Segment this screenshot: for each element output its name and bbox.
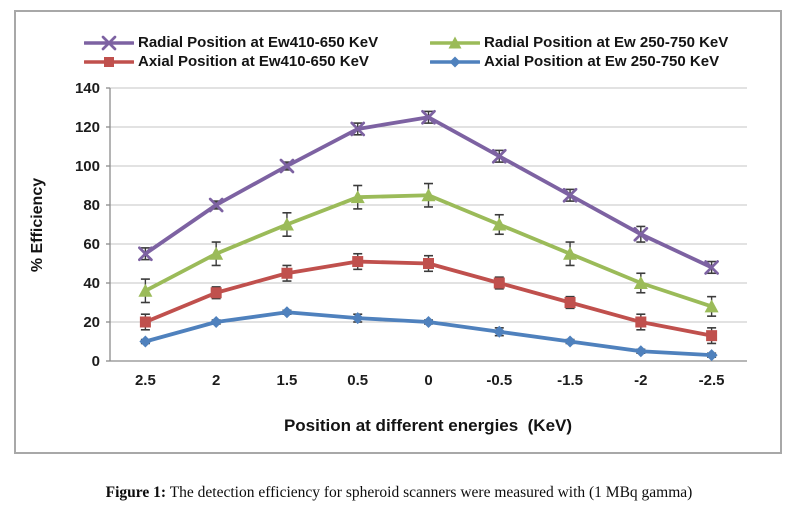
- marker-triangle: [704, 299, 719, 313]
- x-tick-label: 0: [424, 372, 432, 389]
- y-tick-label: 120: [75, 119, 100, 136]
- marker-x: [562, 187, 578, 203]
- marker-diamond: [139, 335, 152, 348]
- marker-square: [635, 316, 647, 328]
- series-triangle: [138, 182, 719, 317]
- y-tick-label: 0: [92, 353, 100, 370]
- x-tick-label: 1.5: [277, 372, 298, 389]
- figure-caption-label: Figure 1:: [105, 484, 167, 501]
- marker-x: [138, 246, 153, 262]
- marker-square: [423, 258, 434, 269]
- marker-diamond: [634, 345, 647, 358]
- marker-triangle: [209, 246, 224, 260]
- marker-triangle: [492, 217, 507, 231]
- marker-x: [633, 226, 649, 242]
- series-diamond: [139, 306, 718, 362]
- chart-legend: Radial Position at Ew410-650 KeV Radial P…: [84, 34, 728, 70]
- marker-triangle: [448, 36, 462, 49]
- marker-diamond: [705, 349, 718, 362]
- series-x: [138, 109, 719, 275]
- marker-square: [139, 316, 151, 328]
- figure-caption: Figure 1: The detection efficiency for s…: [0, 484, 798, 502]
- marker-diamond: [564, 335, 577, 348]
- marker-square: [281, 267, 293, 279]
- legend-label: Axial Position at Ew 250-750 KeV: [484, 53, 720, 70]
- y-tick-label: 100: [75, 158, 100, 175]
- marker-square: [104, 56, 114, 67]
- figure-caption-text: The detection efficiency for spheroid sc…: [169, 484, 693, 501]
- legend-item: Radial Position at Ew 250-750 KeV: [430, 34, 728, 51]
- x-tick-label: -2.5: [699, 372, 725, 389]
- marker-x: [208, 197, 224, 213]
- marker-square: [493, 277, 505, 289]
- marker-triangle: [279, 217, 294, 231]
- marker-x: [279, 158, 295, 174]
- marker-diamond: [449, 56, 461, 67]
- marker-x: [491, 148, 507, 164]
- legend-marker-diamond-icon: [430, 56, 480, 67]
- marker-triangle: [138, 283, 153, 297]
- marker-diamond: [210, 316, 223, 328]
- legend-item: Axial Position at Ew 250-750 KeV: [430, 53, 728, 70]
- marker-triangle: [633, 276, 648, 289]
- chart-frame: Radial Position at Ew410-650 KeV Radial P…: [14, 10, 782, 454]
- marker-diamond: [422, 316, 435, 328]
- legend-item: Radial Position at Ew410-650 KeV: [84, 34, 430, 51]
- marker-triangle: [421, 188, 436, 202]
- x-tick-label: 0.5: [347, 372, 368, 389]
- x-tick-label: -2: [634, 372, 647, 389]
- marker-square: [352, 256, 364, 268]
- x-tick-label: 2.5: [135, 372, 156, 389]
- x-tick-label: 2: [212, 372, 220, 389]
- y-tick-label: 80: [83, 197, 100, 214]
- y-axis-title: % Efficiency: [29, 178, 46, 272]
- marker-triangle: [563, 246, 578, 260]
- legend-label: Axial Position at Ew410-650 KeV: [138, 53, 369, 70]
- marker-diamond: [493, 325, 506, 338]
- marker-triangle: [350, 190, 365, 204]
- marker-square: [706, 330, 718, 342]
- y-tick-label: 20: [83, 314, 100, 331]
- x-axis-title: Position at different energies (KeV): [284, 416, 572, 435]
- legend-marker-x-icon: [84, 35, 134, 50]
- plot-canvas: 0 20 40 60 80 100 120 140 2.5 2 1.5 0.5 0 -0.5 -1.5 -2 -…: [29, 80, 747, 435]
- legend-label: Radial Position at Ew410-650 KeV: [138, 34, 379, 51]
- marker-x: [421, 109, 436, 125]
- y-tick-label: 60: [83, 236, 100, 253]
- legend-marker-square-icon: [84, 56, 134, 67]
- series-square: [139, 252, 718, 345]
- marker-square: [210, 287, 222, 299]
- marker-x: [101, 35, 117, 50]
- x-tick-label: -0.5: [486, 372, 512, 389]
- marker-square: [564, 297, 576, 308]
- marker-x: [704, 260, 719, 275]
- marker-x: [350, 121, 366, 137]
- y-tick-label: 40: [83, 275, 100, 292]
- marker-diamond: [280, 306, 293, 319]
- marker-diamond: [351, 312, 364, 325]
- legend-item: Axial Position at Ew410-650 KeV: [84, 53, 430, 70]
- y-tick-label: 140: [75, 80, 100, 97]
- legend-marker-triangle-icon: [430, 36, 480, 49]
- legend-label: Radial Position at Ew 250-750 KeV: [484, 34, 729, 51]
- x-tick-label: -1.5: [557, 372, 583, 389]
